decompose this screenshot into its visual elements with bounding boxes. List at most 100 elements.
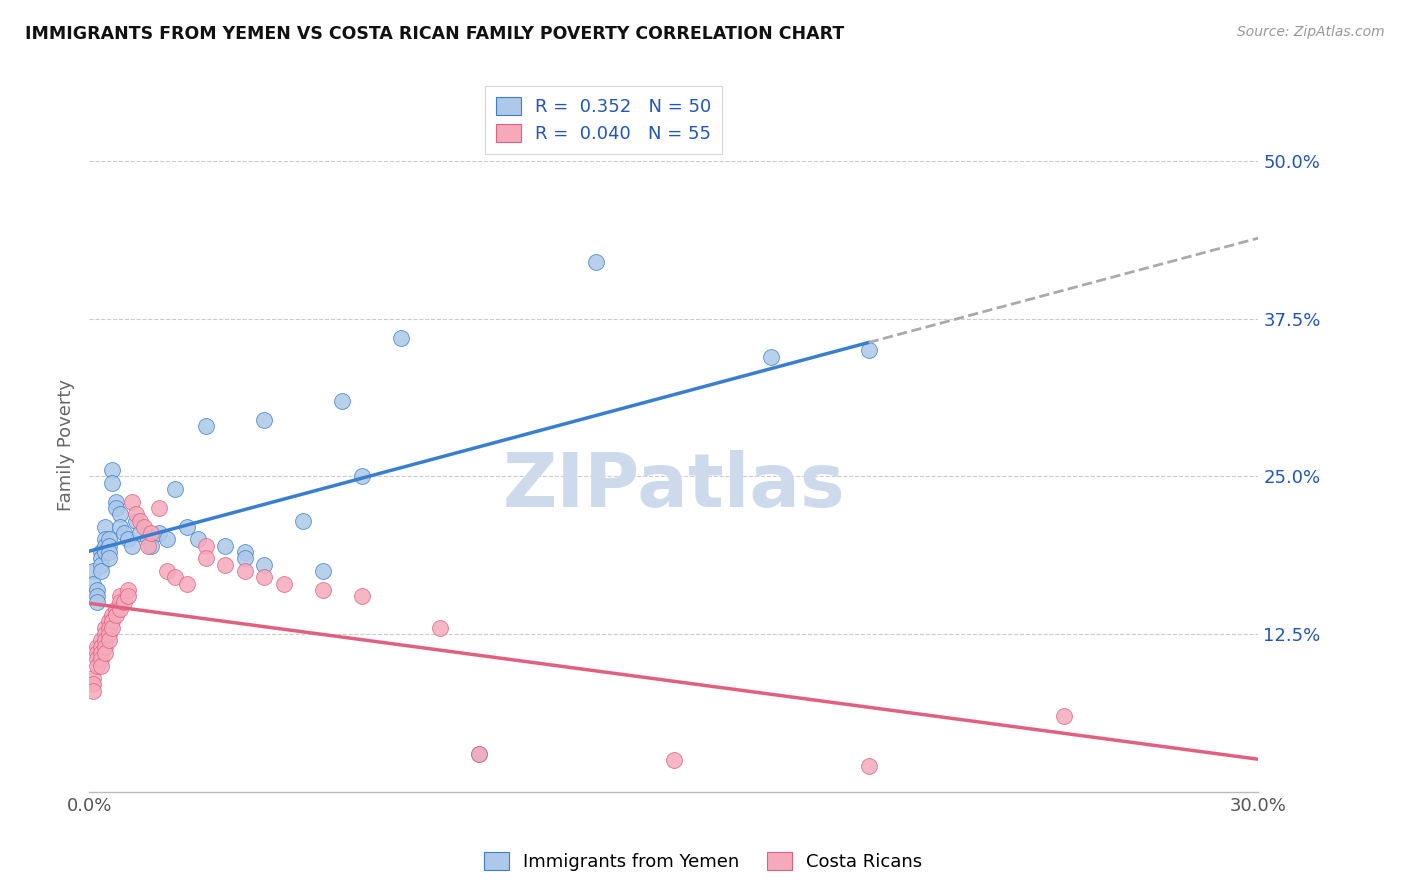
Point <box>163 482 186 496</box>
Point <box>132 520 155 534</box>
Point <box>97 615 120 629</box>
Point <box>105 500 128 515</box>
Point <box>253 412 276 426</box>
Point <box>97 539 120 553</box>
Point <box>148 500 170 515</box>
Point <box>90 564 112 578</box>
Point <box>82 576 104 591</box>
Point <box>82 671 104 685</box>
Point <box>82 677 104 691</box>
Point <box>662 753 685 767</box>
Point <box>82 564 104 578</box>
Point <box>93 533 115 547</box>
Point <box>93 539 115 553</box>
Point <box>97 533 120 547</box>
Point <box>156 533 179 547</box>
Point <box>350 469 373 483</box>
Point <box>93 646 115 660</box>
Point <box>105 608 128 623</box>
Point <box>761 350 783 364</box>
Y-axis label: Family Poverty: Family Poverty <box>58 379 75 511</box>
Point <box>110 589 132 603</box>
Point <box>101 608 124 623</box>
Point <box>97 627 120 641</box>
Point <box>858 343 880 358</box>
Point <box>97 551 120 566</box>
Point <box>312 564 335 578</box>
Point <box>163 570 186 584</box>
Point <box>90 558 112 572</box>
Point <box>117 533 139 547</box>
Point <box>468 747 491 761</box>
Point <box>112 526 135 541</box>
Point <box>101 621 124 635</box>
Point <box>233 551 256 566</box>
Point <box>125 507 148 521</box>
Point <box>90 551 112 566</box>
Point <box>1052 709 1074 723</box>
Point <box>136 539 159 553</box>
Legend: R =  0.352   N = 50, R =  0.040   N = 55: R = 0.352 N = 50, R = 0.040 N = 55 <box>485 87 723 153</box>
Point <box>90 652 112 666</box>
Point <box>136 533 159 547</box>
Point <box>389 330 412 344</box>
Text: ZIPatlas: ZIPatlas <box>502 450 845 523</box>
Point <box>195 539 218 553</box>
Point <box>86 595 108 609</box>
Point <box>350 589 373 603</box>
Point <box>93 633 115 648</box>
Point <box>117 589 139 603</box>
Point <box>86 582 108 597</box>
Point <box>105 602 128 616</box>
Point <box>156 564 179 578</box>
Point <box>86 658 108 673</box>
Point <box>101 463 124 477</box>
Point <box>110 595 132 609</box>
Point <box>90 545 112 559</box>
Point <box>121 494 143 508</box>
Point <box>233 564 256 578</box>
Point <box>176 576 198 591</box>
Point <box>93 621 115 635</box>
Point <box>187 533 209 547</box>
Point <box>93 520 115 534</box>
Point <box>86 652 108 666</box>
Point <box>292 514 315 528</box>
Point <box>117 582 139 597</box>
Point <box>93 627 115 641</box>
Legend: Immigrants from Yemen, Costa Ricans: Immigrants from Yemen, Costa Ricans <box>477 845 929 879</box>
Point <box>148 526 170 541</box>
Point <box>93 545 115 559</box>
Point <box>141 539 163 553</box>
Point <box>141 526 163 541</box>
Point <box>86 640 108 654</box>
Point <box>90 640 112 654</box>
Point <box>112 595 135 609</box>
Point <box>110 602 132 616</box>
Point <box>110 520 132 534</box>
Point <box>90 658 112 673</box>
Point <box>176 520 198 534</box>
Point <box>121 539 143 553</box>
Point <box>429 621 451 635</box>
Point <box>125 514 148 528</box>
Point <box>90 646 112 660</box>
Point <box>468 747 491 761</box>
Text: IMMIGRANTS FROM YEMEN VS COSTA RICAN FAMILY POVERTY CORRELATION CHART: IMMIGRANTS FROM YEMEN VS COSTA RICAN FAM… <box>25 25 845 43</box>
Point <box>195 551 218 566</box>
Point <box>90 633 112 648</box>
Point <box>214 539 236 553</box>
Point <box>82 683 104 698</box>
Point <box>105 494 128 508</box>
Point <box>585 255 607 269</box>
Point <box>101 615 124 629</box>
Point <box>253 570 276 584</box>
Point <box>97 621 120 635</box>
Point <box>332 393 354 408</box>
Point <box>253 558 276 572</box>
Point <box>128 514 150 528</box>
Point <box>86 589 108 603</box>
Point <box>195 418 218 433</box>
Point <box>312 582 335 597</box>
Point <box>273 576 295 591</box>
